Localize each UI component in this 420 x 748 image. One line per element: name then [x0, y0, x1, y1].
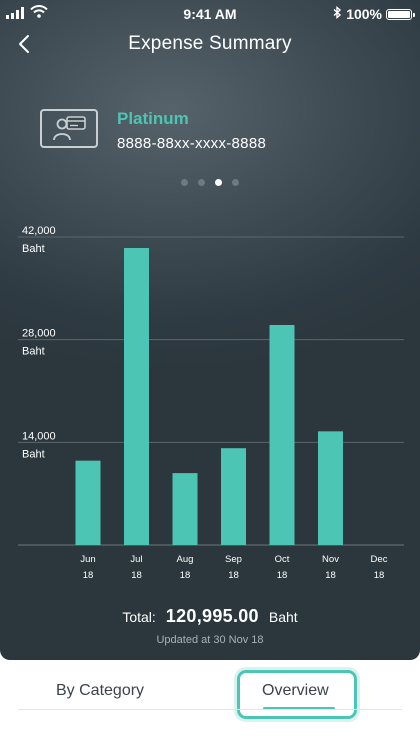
pager-dot[interactable]: [181, 179, 188, 186]
bar-aug: [172, 473, 198, 545]
pager-dot[interactable]: [198, 179, 205, 186]
x-tick-month: Aug: [177, 554, 194, 565]
card-number: 8888-88xx-xxxx-8888: [117, 135, 267, 152]
tab-bar: By Category Overview: [0, 660, 420, 748]
pager-dot[interactable]: [232, 179, 239, 186]
y-unit-label: Baht: [22, 448, 45, 460]
active-tab-indicator: [263, 707, 335, 710]
back-chevron-icon[interactable]: [14, 32, 38, 56]
card-tier: Platinum: [117, 109, 189, 128]
tab-by-category[interactable]: By Category: [56, 682, 145, 699]
y-unit-label: Baht: [22, 243, 45, 255]
x-tick-year: 18: [131, 570, 142, 581]
x-tick-year: 18: [277, 570, 288, 581]
pager-dot[interactable]: [215, 179, 222, 186]
summary-panel: 9:41 AM 100% Expense Summary: [0, 0, 420, 660]
wifi-icon: [30, 5, 48, 21]
total-amount: 120,995.00: [165, 606, 259, 626]
y-tick-label: 28,000: [22, 328, 56, 340]
updated-timestamp: Updated at 30 Nov 18: [156, 634, 264, 646]
bar-jun: [75, 460, 101, 545]
battery-percent: 100%: [346, 6, 382, 22]
header: Expense Summary: [0, 30, 420, 60]
x-tick-month: Jun: [80, 554, 95, 565]
tab-overview[interactable]: Overview: [262, 682, 329, 699]
bar-oct: [269, 325, 295, 545]
y-unit-label: Baht: [22, 346, 45, 358]
x-tick-year: 18: [374, 570, 385, 581]
x-tick-month: Sep: [225, 554, 242, 565]
status-time: 9:41 AM: [183, 6, 237, 22]
bar-sep: [221, 448, 246, 545]
card-pager[interactable]: [181, 179, 239, 186]
bluetooth-icon: [333, 6, 342, 22]
total-row: Total: 120,995.00 Baht: [0, 606, 420, 627]
credit-card-user-icon: [40, 109, 98, 148]
x-tick-year: 18: [325, 570, 336, 581]
battery-icon: [386, 8, 415, 20]
y-tick-label: 14,000: [22, 430, 56, 442]
status-right: 100%: [333, 6, 415, 22]
total-label: Total:: [122, 609, 156, 625]
x-tick-year: 18: [83, 570, 94, 581]
page-title: Expense Summary: [128, 33, 292, 54]
x-tick-month: Dec: [371, 554, 388, 565]
status-bar: 9:41 AM 100%: [0, 0, 420, 26]
bar-nov: [318, 431, 343, 545]
bar-jul: [124, 248, 149, 545]
x-tick-year: 18: [180, 570, 191, 581]
total-currency: Baht: [268, 609, 298, 625]
y-tick-label: 42,000: [22, 225, 56, 237]
tab-divider: [18, 709, 402, 710]
signal-icon: [6, 6, 26, 22]
expense-bar-chart: 14,000 Baht 28,000 Baht 42,000 Baht Jun 18 Jul 18…: [18, 225, 404, 581]
tab-overview-highlight: [237, 670, 357, 719]
x-tick-month: Jul: [130, 554, 142, 565]
x-tick-month: Nov: [322, 554, 339, 565]
x-tick-year: 18: [228, 570, 239, 581]
x-tick-month: Oct: [275, 554, 290, 565]
